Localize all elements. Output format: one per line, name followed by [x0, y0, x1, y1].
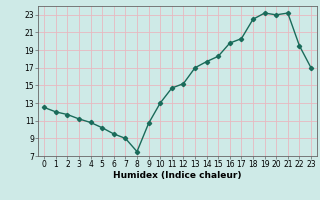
X-axis label: Humidex (Indice chaleur): Humidex (Indice chaleur)	[113, 171, 242, 180]
